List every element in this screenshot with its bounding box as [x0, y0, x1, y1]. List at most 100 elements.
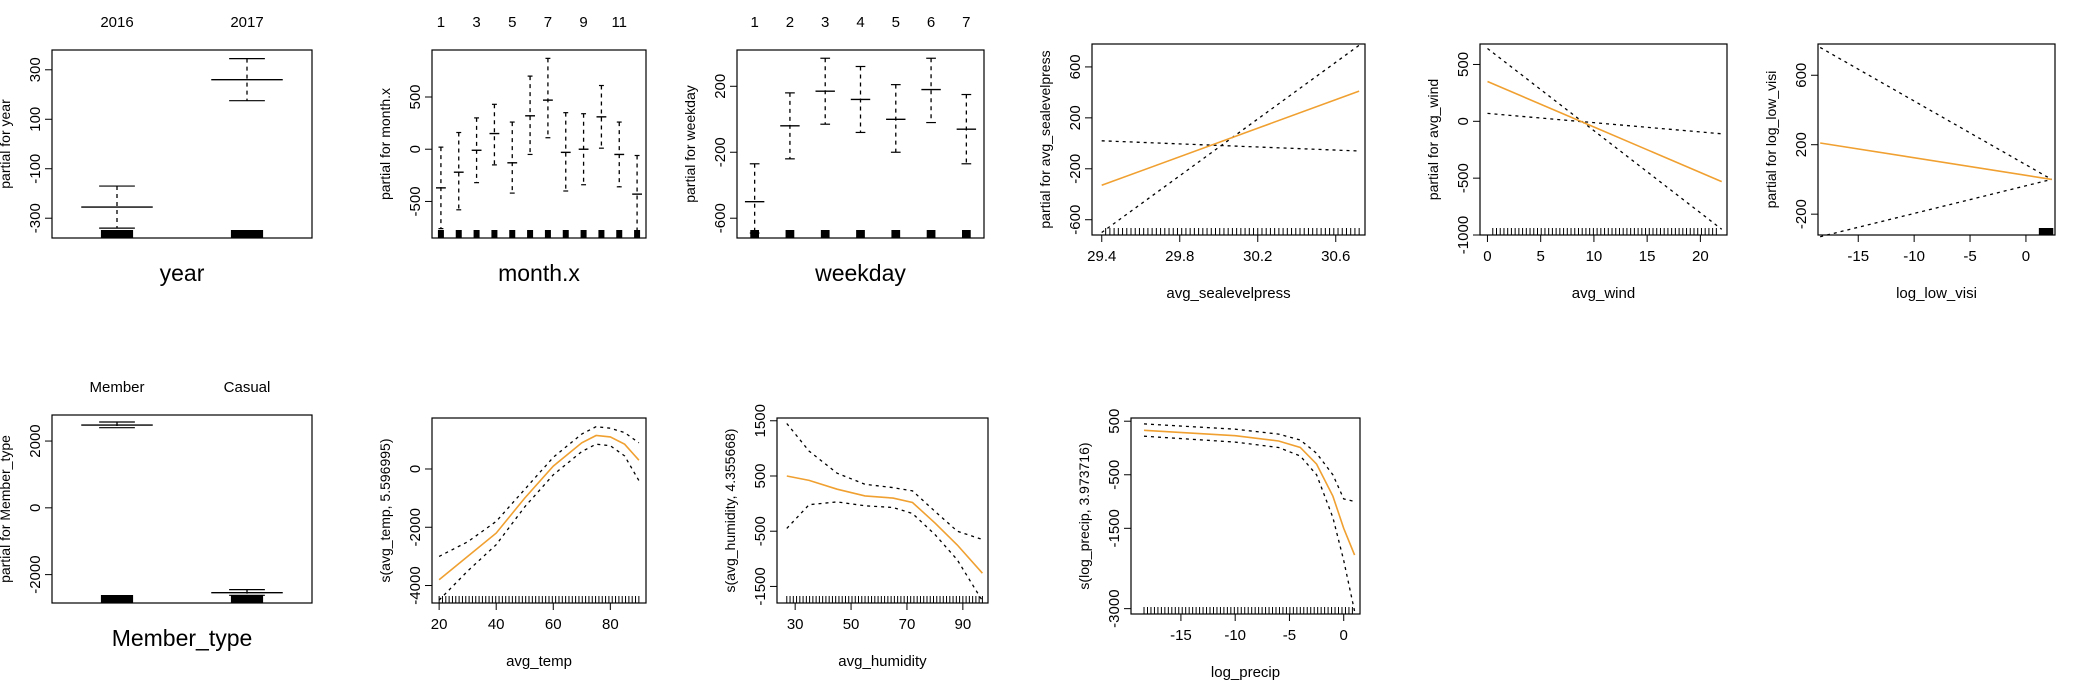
- rug-block: [230, 595, 264, 603]
- plot-frame: [776, 417, 989, 604]
- rug-block: [437, 230, 444, 238]
- rug-block: [527, 230, 534, 238]
- x-tick-label: 0: [1483, 248, 1491, 265]
- plot-frame: [1479, 43, 1728, 236]
- box-2016: [81, 185, 153, 238]
- box-7: [956, 93, 977, 238]
- rug-block: [616, 230, 623, 238]
- y-tick-label: 0: [407, 465, 424, 473]
- rug-block: [473, 230, 480, 238]
- rug-block: [750, 230, 760, 238]
- y-axis-label: s(avg_temp, 5.596995): [377, 439, 393, 583]
- plot-frame: [51, 414, 313, 604]
- y-axis-label: partial for weekday: [682, 85, 698, 203]
- y-axis-label: partial for month.x: [377, 88, 393, 200]
- y-tick-label: -100: [27, 154, 44, 184]
- x-tick-label: 20: [431, 616, 448, 633]
- x-tick-label: 70: [899, 616, 916, 633]
- rug: [1143, 607, 1353, 614]
- y-axis-label: s(log_precip, 3.973716): [1076, 442, 1092, 589]
- box-Casual: [211, 589, 283, 603]
- upper-ci-line: [1819, 46, 2052, 180]
- fit-line: [1143, 429, 1356, 556]
- x-tick-label: 40: [488, 616, 505, 633]
- y-tick-label: 600: [1793, 63, 1810, 88]
- y-tick-label: 500: [1455, 52, 1472, 77]
- y-axis-label: s(avg_humidity, 4.355668): [722, 429, 738, 593]
- box-5: [507, 121, 518, 238]
- y-tick-label: -1500: [752, 567, 769, 605]
- plot-frame: [1817, 43, 2056, 236]
- rug-block: [230, 230, 264, 238]
- panel-year: [45, 49, 313, 239]
- panel-weekday: [730, 49, 985, 239]
- category-label: 2016: [100, 14, 133, 31]
- y-tick-label: -500: [1106, 460, 1123, 490]
- upper-ci-line: [1487, 47, 1723, 230]
- x-tick-label: 90: [955, 616, 972, 633]
- rug-block: [926, 230, 936, 238]
- fit-line: [1101, 90, 1360, 187]
- plot-frame: [51, 49, 313, 239]
- x-tick-label: -15: [1847, 248, 1869, 265]
- rug-block: [491, 230, 498, 238]
- box-8: [560, 112, 571, 238]
- box-3: [471, 117, 482, 238]
- box-3: [815, 57, 835, 238]
- x-axis-label: weekday: [814, 260, 906, 286]
- y-tick-label: -600: [1067, 205, 1084, 235]
- category-label: 1: [437, 14, 445, 31]
- x-tick-label: -15: [1170, 627, 1192, 644]
- x-tick-label: -10: [1224, 627, 1246, 644]
- category-label: Casual: [224, 379, 271, 396]
- rug-block: [562, 230, 569, 238]
- rug-block: [455, 230, 462, 238]
- y-tick-label: 0: [1455, 117, 1472, 125]
- y-tick-label: 1500: [752, 404, 769, 437]
- x-tick-label: 50: [843, 616, 860, 633]
- category-label: 11: [611, 14, 627, 31]
- plot-frame: [431, 49, 647, 239]
- y-tick-label: -600: [712, 203, 729, 233]
- y-tick-label: -300: [27, 203, 44, 233]
- y-tick-label: 500: [407, 84, 424, 109]
- x-tick-label: 15: [1639, 248, 1656, 265]
- rug-block: [509, 230, 516, 238]
- box-11: [614, 121, 625, 238]
- category-label: Member: [89, 379, 144, 396]
- panel-month-x: [425, 49, 647, 239]
- rug: [1105, 228, 1360, 235]
- upper-ci-line: [786, 423, 983, 541]
- y-tick-label: -500: [1455, 163, 1472, 193]
- panel-avg-wind: [1473, 43, 1728, 242]
- rug-block: [580, 230, 587, 238]
- box-6: [525, 75, 535, 238]
- category-label: 7: [962, 14, 970, 31]
- x-axis-label: month.x: [498, 260, 580, 286]
- x-axis-label: avg_temp: [506, 653, 572, 670]
- fit-line: [1820, 142, 2052, 181]
- fit-line: [1487, 80, 1723, 183]
- y-tick-label: -200: [1067, 154, 1084, 184]
- x-axis-label: avg_humidity: [838, 653, 927, 670]
- box-1: [744, 163, 765, 238]
- rug-block: [598, 230, 605, 238]
- x-tick-label: 30: [787, 616, 804, 633]
- box-Member: [81, 421, 153, 603]
- category-label: 3: [821, 14, 829, 31]
- x-axis-label: log_precip: [1211, 664, 1280, 681]
- y-tick-label: -500: [407, 186, 424, 216]
- rug-block: [634, 230, 641, 238]
- y-axis-label: partial for Member_type: [0, 435, 13, 583]
- y-tick-label: -2000: [27, 555, 44, 593]
- y-tick-label: 0: [27, 504, 44, 512]
- panel-avg-humidity: [770, 417, 989, 610]
- fit-line: [786, 475, 983, 574]
- y-tick-label: -2000: [407, 508, 424, 546]
- rug: [2038, 228, 2054, 235]
- category-label: 1: [750, 14, 758, 31]
- y-tick-label: 0: [407, 145, 424, 153]
- x-axis-label: Member_type: [112, 625, 253, 651]
- y-tick-label: 600: [1067, 54, 1084, 79]
